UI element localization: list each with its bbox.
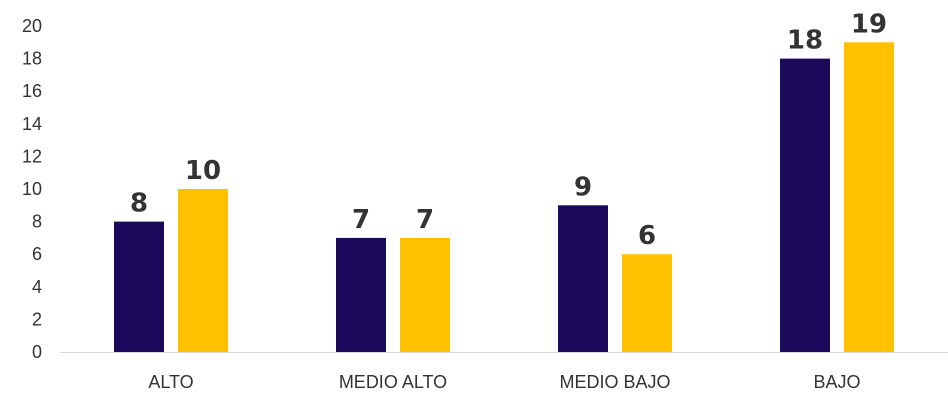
bar (336, 237, 386, 352)
category-labels-group: ALTO MEDIO ALTO MEDIO BAJO BAJO (148, 372, 860, 392)
y-tick-label: 18 (22, 49, 42, 69)
data-label: 7 (352, 205, 370, 235)
data-label: 9 (574, 172, 592, 202)
y-tick-label: 20 (22, 16, 42, 36)
y-tick-label: 8 (32, 212, 42, 232)
category-label: ALTO (148, 372, 193, 392)
bar (780, 58, 830, 352)
data-label: 10 (185, 156, 221, 186)
y-axis-ticks: 0 2 4 6 8 10 12 14 16 18 20 (22, 16, 42, 362)
data-label: 19 (851, 9, 887, 39)
y-tick-label: 12 (22, 146, 42, 166)
y-tick-label: 6 (32, 244, 42, 264)
data-label: 7 (416, 205, 434, 235)
y-tick-label: 2 (32, 309, 42, 329)
y-tick-label: 14 (22, 114, 42, 134)
category-label: MEDIO ALTO (339, 372, 447, 392)
bar (622, 254, 672, 352)
y-tick-label: 4 (32, 277, 42, 297)
data-label: 8 (130, 189, 148, 219)
bar (114, 221, 164, 352)
bar (844, 42, 894, 353)
bars-group (114, 42, 894, 353)
category-label: BAJO (813, 372, 860, 392)
bar (178, 189, 228, 352)
data-labels-group: 8 10 7 7 9 6 18 19 (130, 9, 887, 251)
category-label: MEDIO BAJO (559, 372, 670, 392)
y-tick-label: 0 (32, 342, 42, 362)
data-label: 18 (787, 26, 823, 56)
bar (400, 237, 450, 352)
data-label: 6 (638, 221, 656, 251)
y-tick-label: 16 (22, 81, 42, 101)
bar (558, 205, 608, 352)
y-tick-label: 10 (22, 179, 42, 199)
